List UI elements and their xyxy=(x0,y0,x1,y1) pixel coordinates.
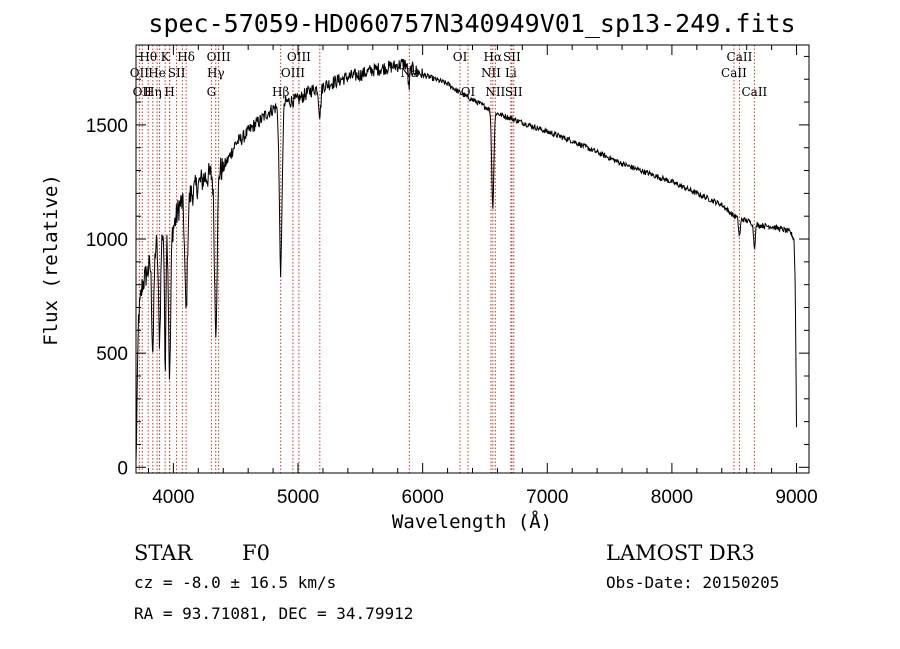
line-marker-labels: OIIOIIHθHηHeKHSIIHδGHγOIIIHβOIIIOIIINaOI… xyxy=(130,50,768,99)
line-markers xyxy=(138,45,755,473)
line-marker-label-22: NII xyxy=(481,66,501,80)
obs-date-text: Obs-Date: 20150205 xyxy=(606,573,779,592)
y-tick-label-1500: 1500 xyxy=(86,116,128,137)
y-axis-ticks: 0 500 1000 1500 xyxy=(86,55,809,479)
plot-frame xyxy=(135,44,810,474)
line-marker-label-20: OI xyxy=(453,50,468,64)
line-marker-label-14: OIII xyxy=(207,50,231,64)
line-marker-label-25: Li xyxy=(505,66,517,80)
x-axis-ticks: 4000 5000 6000 7000 8000 9000 xyxy=(147,45,818,508)
y-axis-label: Flux (relative) xyxy=(40,174,62,346)
y-tick-label-500: 500 xyxy=(96,344,128,365)
chart-title: spec-57059-HD060757N340949V01_sp13-249.f… xyxy=(148,9,795,38)
line-marker-label-17: OIII xyxy=(287,50,311,64)
line-marker-label-9: SII xyxy=(168,66,186,80)
x-tick-label-6000: 6000 xyxy=(402,487,444,508)
x-axis-label: Wavelength (Å) xyxy=(392,510,552,533)
line-marker-label-2: Hθ xyxy=(139,50,157,64)
line-marker-label-15: Hβ xyxy=(272,85,289,99)
line-marker-label-30: CaII xyxy=(741,85,767,99)
coordinates-text: RA = 93.71081, DEC = 34.79912 xyxy=(134,604,413,623)
y-tick-label-0: 0 xyxy=(117,458,128,479)
line-marker-label-7: H xyxy=(164,85,174,99)
line-marker-label-16: OIII xyxy=(281,66,305,80)
line-marker-label-11: Hδ xyxy=(177,50,195,64)
line-marker-label-27: SII xyxy=(505,85,523,99)
line-marker-label-23: Hα xyxy=(484,50,503,64)
line-marker-label-0: OII xyxy=(130,66,150,80)
line-marker-label-28: CaII xyxy=(721,66,747,80)
x-tick-label-7000: 7000 xyxy=(526,487,568,508)
flux-series-line xyxy=(135,58,797,462)
survey-name: LAMOST DR3 xyxy=(606,541,755,565)
y-tick-label-1000: 1000 xyxy=(86,230,128,251)
line-marker-label-29: CaII xyxy=(727,50,753,64)
redshift-text: cz = -8.0 ± 16.5 km/s xyxy=(134,573,336,592)
x-tick-label-5000: 5000 xyxy=(277,487,319,508)
line-marker-label-1: OII xyxy=(133,85,153,99)
line-marker-label-26: SII xyxy=(503,50,521,64)
line-marker-label-3: Hη xyxy=(144,85,162,99)
line-marker-label-6: K xyxy=(161,50,171,64)
object-class: STAR xyxy=(134,541,193,565)
line-marker-label-4: He xyxy=(148,66,166,80)
line-marker-label-12: G xyxy=(207,85,217,99)
x-tick-label-8000: 8000 xyxy=(651,487,693,508)
x-tick-label-4000: 4000 xyxy=(152,487,194,508)
line-marker-label-13: Hγ xyxy=(207,66,225,80)
object-subclass: F0 xyxy=(242,541,270,565)
line-marker-label-24: NII xyxy=(485,85,505,99)
x-tick-label-9000: 9000 xyxy=(775,487,817,508)
